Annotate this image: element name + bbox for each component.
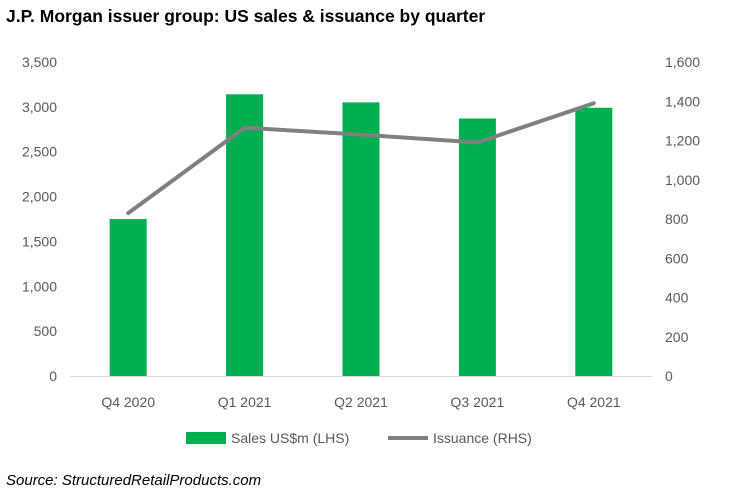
x-tick-label: Q4 2021 [567, 394, 621, 410]
y-left-tick-label: 500 [34, 323, 58, 339]
y-left-tick-label: 2,500 [22, 144, 57, 160]
x-tick-label: Q2 2021 [334, 394, 388, 410]
y-left-tick-label: 1,500 [22, 233, 57, 249]
x-tick-label: Q4 2020 [101, 394, 155, 410]
chart-source: Source: StructuredRetailProducts.com [6, 472, 262, 489]
y-left-tick-label: 2,000 [22, 189, 57, 205]
y-right-tick-label: 1,200 [665, 133, 700, 149]
y-right-tick-label: 0 [665, 368, 673, 384]
y-right-tick-label: 1,400 [665, 93, 700, 109]
y-right-tick-label: 1,000 [665, 172, 700, 188]
y-right-tick-label: 1,600 [665, 54, 700, 70]
y-right-tick-label: 600 [665, 250, 689, 266]
bar-sales [342, 102, 380, 376]
bar-sales [109, 219, 147, 376]
legend-label-issuance: Issuance (RHS) [433, 430, 532, 446]
x-tick-label: Q3 2021 [451, 394, 505, 410]
y-left-tick-label: 1,000 [22, 278, 57, 294]
bar-sales [226, 94, 264, 376]
y-left-tick-label: 3,500 [22, 54, 57, 70]
legend-label-sales: Sales US$m (LHS) [231, 430, 349, 446]
y-left-tick-label: 0 [49, 368, 57, 384]
y-right-tick-label: 200 [665, 329, 689, 345]
bar-sales [458, 118, 496, 377]
y-left-tick-label: 3,000 [22, 99, 57, 115]
chart-title: J.P. Morgan issuer group: US sales & iss… [6, 6, 486, 26]
legend-swatch-sales [186, 432, 226, 444]
y-right-tick-label: 400 [665, 290, 689, 306]
x-tick-label: Q1 2021 [218, 394, 272, 410]
bar-sales [575, 107, 613, 377]
y-right-tick-label: 800 [665, 211, 689, 227]
